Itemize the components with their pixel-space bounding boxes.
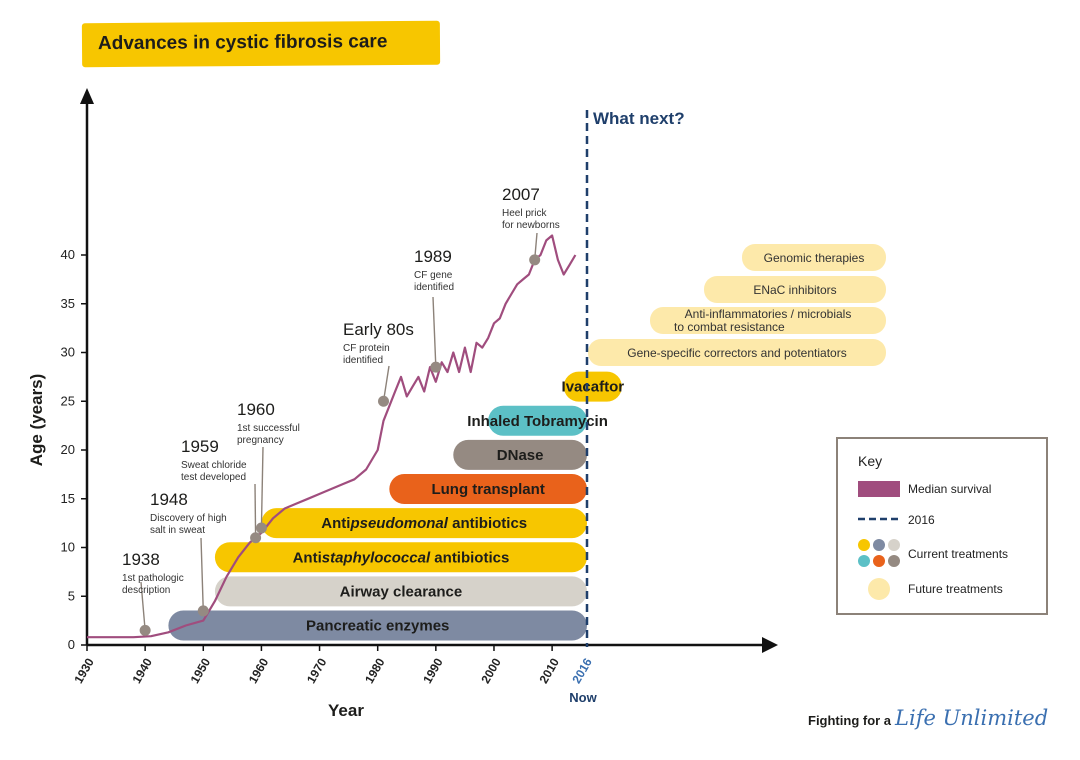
treatment-bar bbox=[563, 371, 622, 402]
treatment-bar bbox=[261, 508, 587, 539]
future-treatment-bar bbox=[742, 244, 886, 271]
x-tick-label: 1940 bbox=[130, 655, 156, 685]
milestone-dot bbox=[139, 624, 151, 636]
milestone-year: 1960 bbox=[237, 400, 275, 419]
treatment-bar bbox=[453, 439, 587, 470]
y-axis-label: Age (years) bbox=[27, 374, 46, 467]
treatment-label: Antistaphylococcal antibiotics bbox=[293, 549, 510, 566]
future-treatment-label: Genomic therapies bbox=[764, 251, 865, 265]
milestone-year: 1989 bbox=[414, 247, 452, 266]
dashed-line-swatch bbox=[858, 517, 900, 521]
milestone-description: CF protein bbox=[343, 343, 390, 354]
future-treatment-bar bbox=[588, 339, 886, 366]
x-tick-label: 1960 bbox=[246, 655, 272, 685]
milestone-description: salt in sweat bbox=[150, 525, 205, 536]
future-treatment-label: Gene-specific correctors and potentiator… bbox=[627, 346, 846, 360]
milestone-year: Early 80s bbox=[343, 320, 414, 339]
milestone-dot bbox=[197, 605, 209, 617]
y-tick-label: 15 bbox=[61, 491, 75, 506]
milestone-year: 2007 bbox=[502, 185, 540, 204]
milestone-description: 1st successful bbox=[237, 423, 300, 434]
y-tick-label: 20 bbox=[61, 442, 75, 457]
x-tick-label: 1950 bbox=[188, 655, 214, 685]
y-tick-label: 10 bbox=[61, 540, 75, 555]
legend-label: Future treatments bbox=[908, 582, 1003, 596]
x-axis-label: Year bbox=[328, 701, 364, 720]
treatment-bar bbox=[214, 576, 587, 607]
milestone-description: 1st pathologic bbox=[122, 573, 184, 584]
median-survival-line bbox=[87, 234, 577, 639]
treatment-label: Pancreatic enzymes bbox=[306, 618, 449, 635]
treatment-label: Airway clearance bbox=[340, 583, 463, 600]
treatment-label: DNase bbox=[497, 447, 544, 464]
y-tick-label: 30 bbox=[61, 345, 75, 360]
milestone-year: 1938 bbox=[122, 550, 160, 569]
treatment-label: Lung transplant bbox=[431, 481, 544, 498]
what-next-label: What next? bbox=[593, 109, 685, 128]
milestone-description: description bbox=[122, 585, 170, 596]
x-axis-arrow bbox=[762, 637, 778, 653]
milestone-leader bbox=[254, 483, 257, 538]
milestone-leader bbox=[432, 296, 437, 368]
milestone-description: CF gene bbox=[414, 270, 453, 281]
x-tick-label: 1990 bbox=[420, 655, 446, 685]
y-tick-label: 25 bbox=[61, 393, 75, 408]
milestone-dot bbox=[529, 254, 541, 266]
treatment-label: Ivacaftor bbox=[562, 379, 625, 396]
milestone-dot bbox=[430, 361, 442, 373]
legend-label: 2016 bbox=[908, 513, 935, 527]
treatment-label: Antipseudomonal antibiotics bbox=[321, 515, 527, 532]
future-treatment-bar bbox=[704, 276, 886, 303]
future-treatments-circle bbox=[868, 578, 890, 600]
milestone-description: identified bbox=[343, 355, 383, 366]
milestone-year: 1959 bbox=[181, 437, 219, 456]
y-axis-arrow bbox=[80, 88, 94, 104]
legend-label: Median survival bbox=[908, 482, 992, 496]
footer-brand: Life Unlimited bbox=[895, 706, 1049, 730]
current-treatments-dots bbox=[858, 539, 900, 567]
legend-title: Key bbox=[858, 453, 883, 469]
legend-label: Current treatments bbox=[908, 547, 1009, 561]
milestone-description: identified bbox=[414, 282, 454, 293]
milestone-description: Sweat chloride bbox=[181, 460, 247, 471]
milestone-description: for newborns bbox=[502, 220, 560, 231]
treatment-bar bbox=[389, 474, 587, 504]
treatment-label: Inhaled Tobramycin bbox=[467, 413, 608, 430]
footer-prefix: Fighting for a bbox=[808, 713, 892, 728]
x-tick-label: 2000 bbox=[478, 655, 504, 685]
x-tick-label: 1970 bbox=[304, 655, 330, 685]
marker-2016-tick-label: 2016 bbox=[569, 655, 595, 685]
future-treatment-bar bbox=[650, 307, 886, 334]
milestone-dot bbox=[378, 395, 390, 407]
median-survival-swatch bbox=[858, 481, 900, 497]
milestone-year: 1948 bbox=[150, 490, 188, 509]
treatment-bar bbox=[214, 542, 587, 573]
milestone-dot bbox=[250, 532, 262, 544]
x-tick-label: 1980 bbox=[362, 655, 388, 685]
now-label: Now bbox=[569, 690, 597, 705]
y-tick-label: 0 bbox=[68, 637, 75, 652]
milestone-description: Discovery of high bbox=[150, 513, 227, 524]
treatment-bar bbox=[488, 405, 587, 436]
milestone-leader bbox=[200, 537, 204, 611]
milestone-leader bbox=[260, 446, 264, 529]
milestone-description: Heel prick bbox=[502, 208, 547, 219]
legend: Key Median survival 2016 Current treatme… bbox=[836, 437, 1048, 615]
milestone-description: pregnancy bbox=[237, 435, 284, 446]
y-tick-label: 5 bbox=[68, 588, 75, 603]
footer-tagline: Fighting for a Life Unlimited bbox=[808, 706, 1048, 730]
milestone-leader bbox=[140, 581, 146, 631]
milestone-dot bbox=[255, 522, 267, 534]
milestone-description: test developed bbox=[181, 472, 246, 483]
future-treatment-label: ENaC inhibitors bbox=[753, 283, 836, 297]
milestone-leader bbox=[382, 365, 390, 402]
future-treatment-label: Anti-inflammatories / microbials to comba… bbox=[674, 307, 851, 334]
x-tick-label: 1930 bbox=[71, 655, 97, 685]
x-tick-label: 2010 bbox=[537, 655, 563, 685]
y-tick-label: 40 bbox=[61, 247, 75, 262]
treatment-bar bbox=[168, 610, 587, 641]
y-tick-label: 35 bbox=[61, 296, 75, 311]
